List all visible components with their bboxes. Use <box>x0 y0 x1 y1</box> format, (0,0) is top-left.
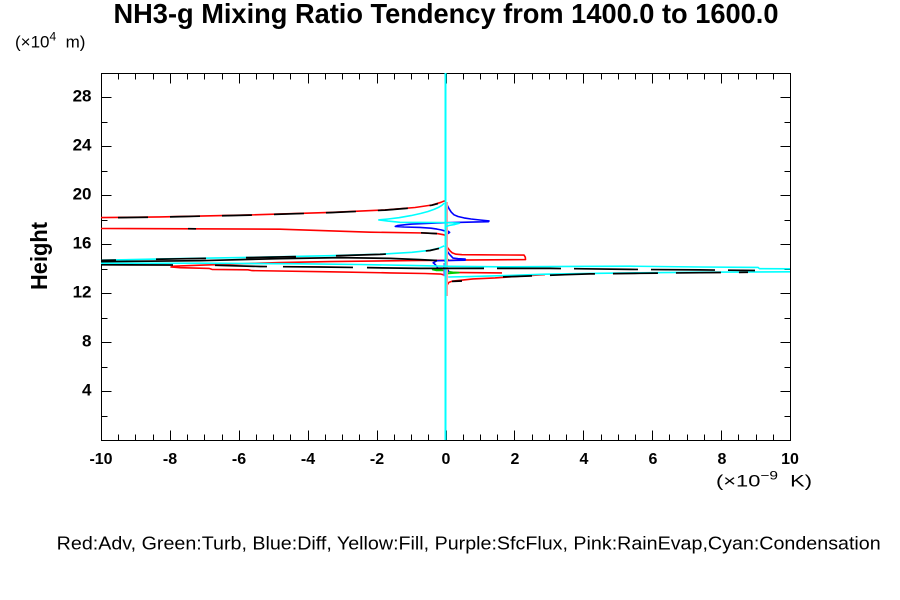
svg-text:24: 24 <box>73 136 92 155</box>
svg-text:-10: -10 <box>89 451 112 468</box>
svg-text:(×10−9 K): (×10 −9 K) <box>716 469 812 491</box>
svg-text:-4: -4 <box>301 451 315 468</box>
svg-text:NH3-g Mixing Ratio Tendency fr: NH3-g Mixing Ratio Tendency from 1400.0 … <box>114 0 779 29</box>
svg-text:4: 4 <box>82 380 92 399</box>
svg-text:16: 16 <box>73 234 92 253</box>
svg-text:8: 8 <box>82 331 91 350</box>
svg-text:2: 2 <box>511 451 520 468</box>
svg-text:Height: Height <box>26 222 52 290</box>
svg-text:-2: -2 <box>370 451 384 468</box>
svg-text:28: 28 <box>73 87 92 106</box>
svg-text:8: 8 <box>718 451 727 468</box>
svg-text:4: 4 <box>580 451 589 468</box>
svg-text:0: 0 <box>442 451 451 468</box>
svg-text:12: 12 <box>73 282 92 301</box>
svg-text:20: 20 <box>73 185 92 204</box>
svg-text:Red:Adv, Green:Turb, Blue:Diff: Red:Adv, Green:Turb, Blue:Diff, Yellow:F… <box>57 534 881 554</box>
svg-text:-8: -8 <box>163 451 177 468</box>
svg-text:10: 10 <box>781 451 799 468</box>
svg-text:(×104 m): (×104 m) <box>15 30 85 52</box>
svg-text:-6: -6 <box>232 451 246 468</box>
svg-text:6: 6 <box>649 451 658 468</box>
